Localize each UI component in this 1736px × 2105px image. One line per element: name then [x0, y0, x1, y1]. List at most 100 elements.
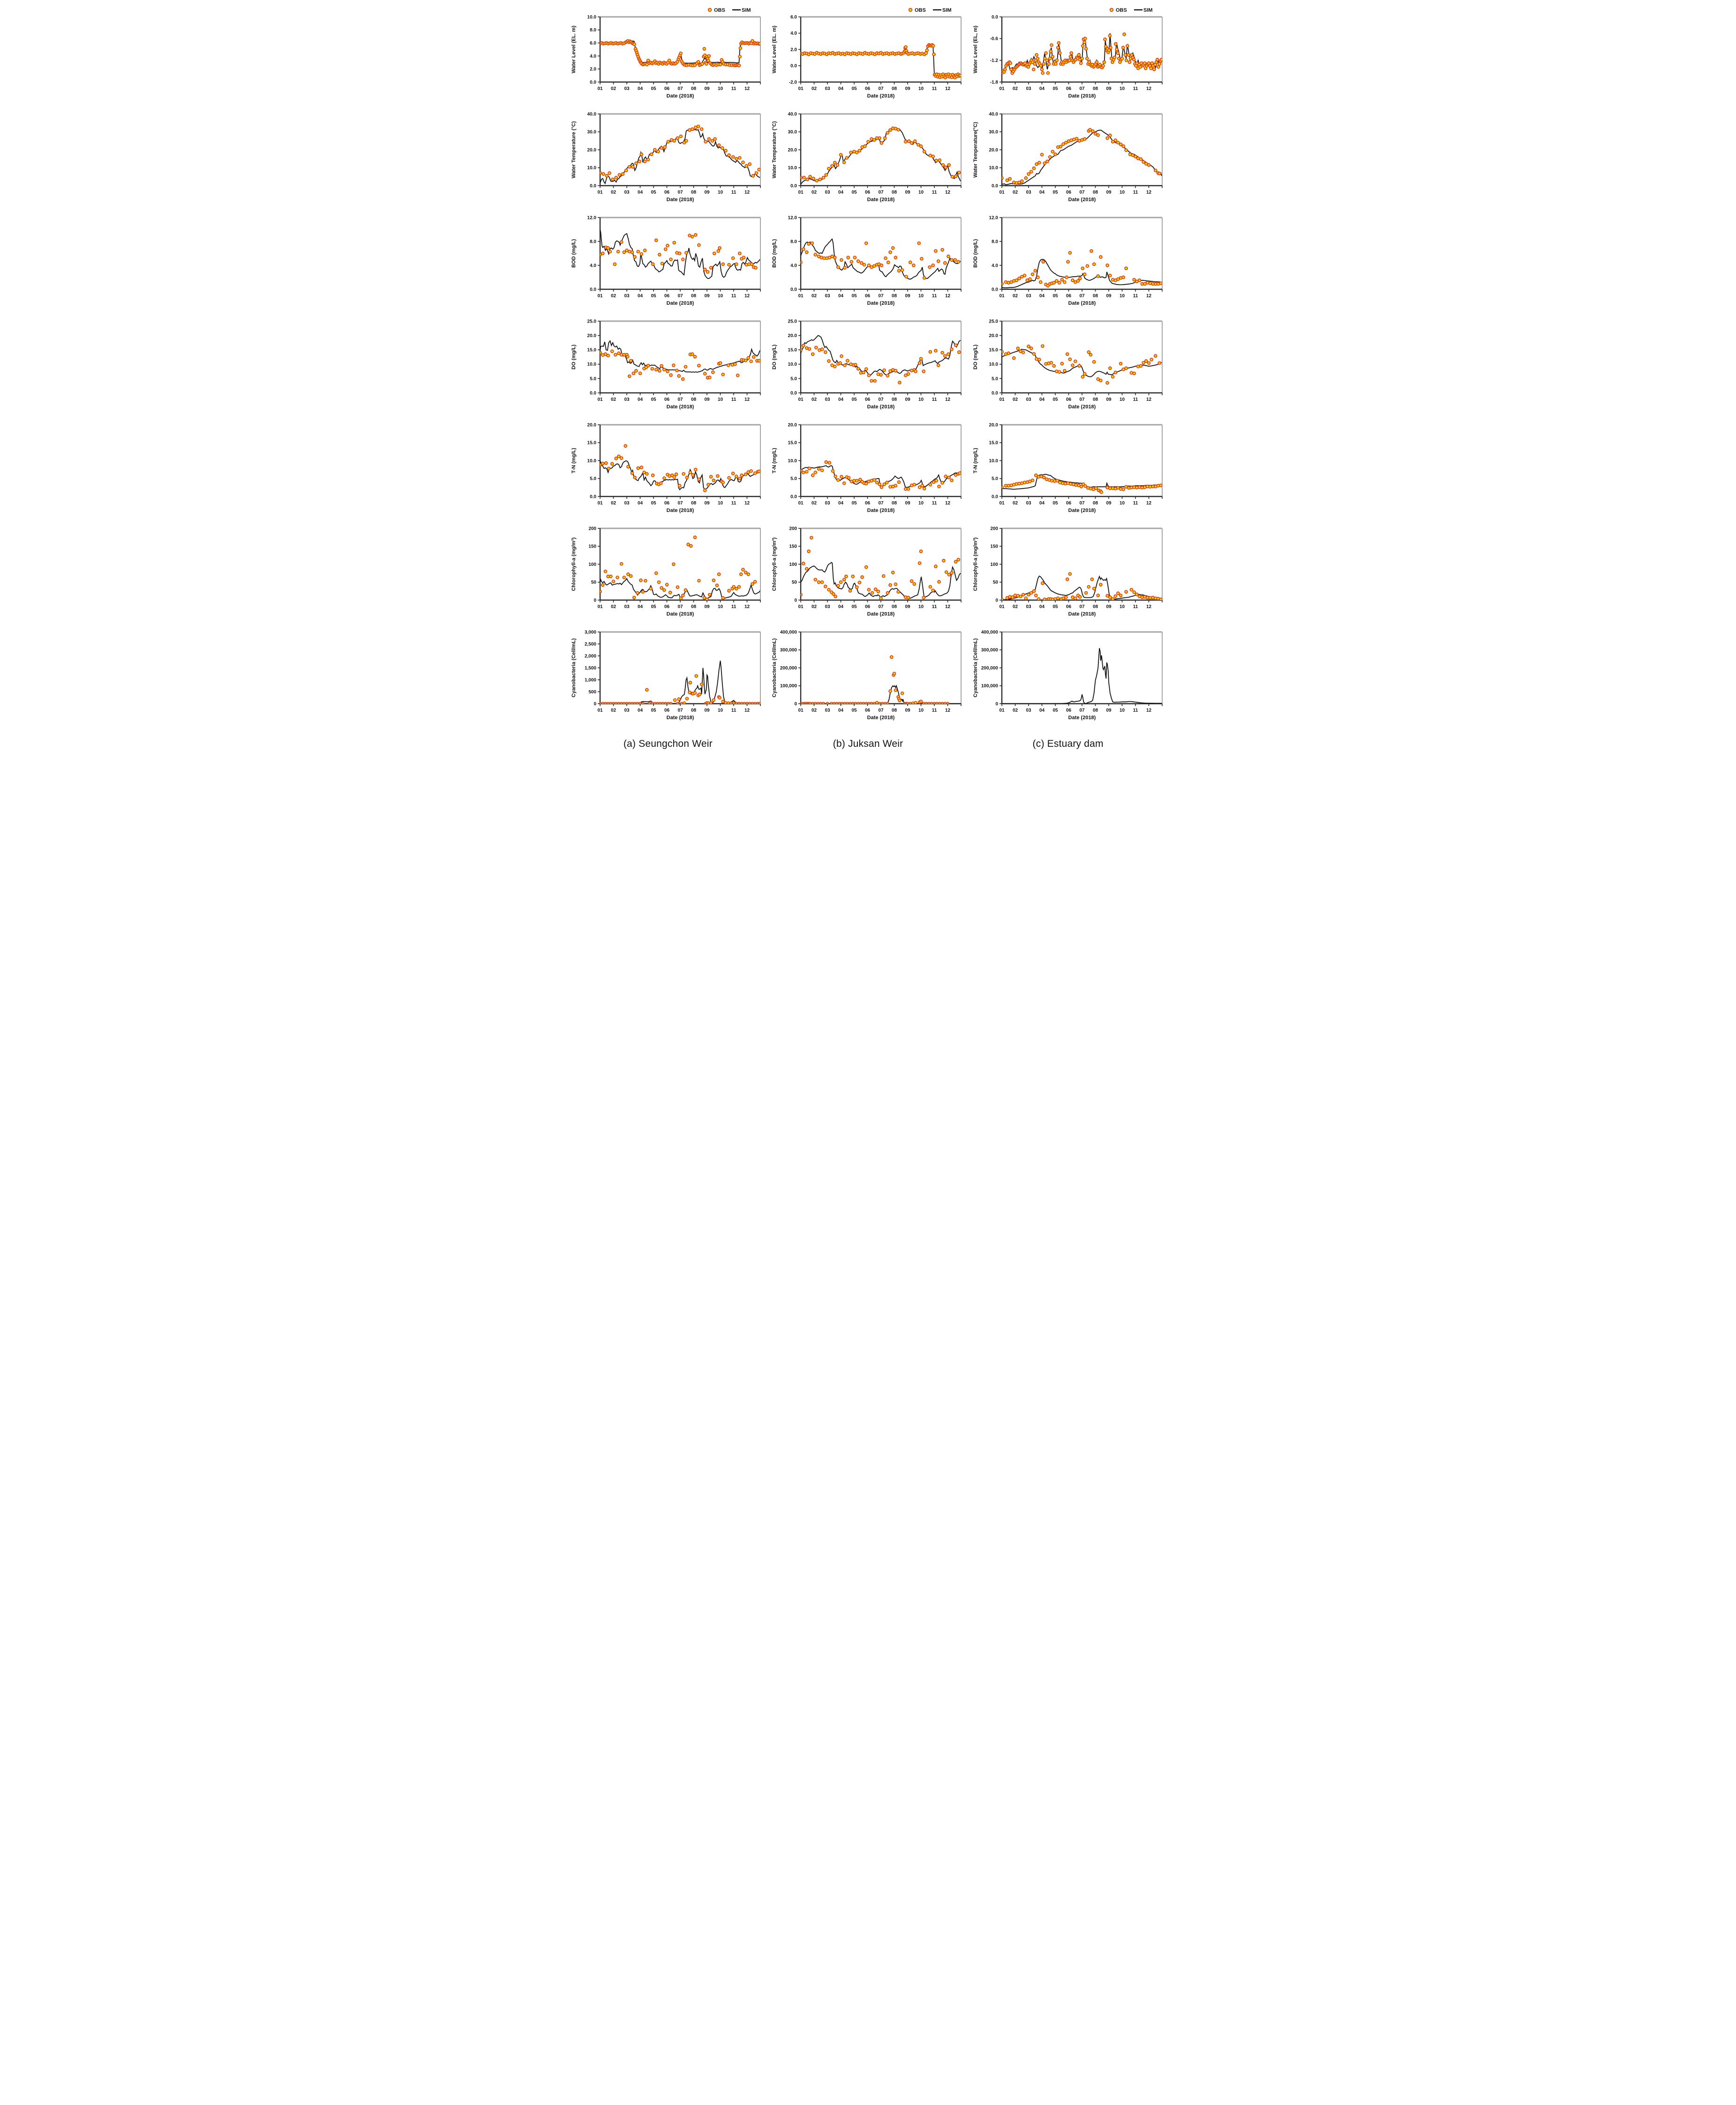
x-axis-label: Date (2018): [666, 93, 694, 99]
y-tick-label: 8.0: [992, 239, 998, 244]
x-axis-label: Date (2018): [666, 508, 694, 513]
x-tick-label: 07: [879, 293, 884, 299]
x-tick-label: 07: [879, 708, 884, 713]
chart-cell-ed-cyano: 0 100,000 200,000 300,000 400,000 01 02 03 04 05 0…: [970, 626, 1168, 722]
x-tick-label: 02: [611, 604, 616, 609]
y-tick-label: 10.0: [989, 362, 999, 367]
chart-cell-ed-chl: 0 50 100 150 200 01 02 03 04 05 06 07 08 09 10 11 12 Chlo…: [970, 523, 1168, 619]
x-tick-label: 07: [1080, 190, 1085, 195]
x-tick-label: 11: [932, 501, 937, 506]
x-tick-label: 06: [865, 397, 871, 402]
x-tick-label: 04: [1039, 397, 1045, 402]
x-tick-label: 02: [1013, 708, 1018, 713]
x-tick-label: 05: [1053, 501, 1059, 506]
x-tick-label: 02: [812, 397, 817, 402]
figure-page: 0.0 2.0 4.0 6.0 8.0 10.0 01 02 03 04 05 06 07 08 09 10 1…: [565, 0, 1171, 764]
y-tick-label: 15.0: [587, 348, 596, 353]
sim-line: [600, 460, 760, 491]
x-tick-label: 10: [718, 190, 723, 195]
x-tick-label: 08: [892, 708, 897, 713]
chart-cell-jw-bod: 0.0 4.0 8.0 12.0 01 02 03 04 05 06 07 08 09 10 11 12 BOD…: [769, 212, 967, 308]
y-tick-label: 0: [594, 701, 596, 707]
sim-line: [801, 335, 961, 376]
x-tick-label: 09: [1106, 397, 1112, 402]
x-tick-label: 03: [1026, 86, 1032, 91]
obs-markers: [1002, 474, 1163, 494]
x-tick-label: 02: [1013, 86, 1018, 91]
x-tick-label: 01: [798, 86, 804, 91]
x-axis-label: Date (2018): [666, 301, 694, 306]
x-axis-label: Date (2018): [1068, 404, 1096, 410]
x-tick-label: 11: [932, 293, 937, 299]
x-tick-label: 04: [638, 501, 643, 506]
x-tick-label: 06: [664, 293, 670, 299]
x-tick-label: 10: [1120, 397, 1125, 402]
x-tick-label: 02: [611, 708, 616, 713]
y-tick-label: 25.0: [989, 319, 999, 324]
x-tick-label: 10: [918, 501, 924, 506]
y-tick-label: 8.0: [590, 239, 596, 244]
x-tick-label: 11: [932, 708, 937, 713]
x-tick-label: 01: [597, 293, 603, 299]
y-tick-label: 30.0: [989, 130, 999, 135]
x-tick-label: 04: [838, 397, 844, 402]
y-tick-label: 40.0: [788, 112, 797, 117]
legend-sim-label: SIM: [1143, 8, 1153, 13]
caption-seungchon-weir: (a) Seungchon Weir: [623, 738, 713, 749]
obs-markers: [801, 343, 962, 384]
x-tick-label: 02: [611, 86, 616, 91]
x-tick-label: 06: [865, 293, 871, 299]
x-axis-label: Date (2018): [1068, 197, 1096, 203]
y-tick-label: 50: [792, 580, 797, 585]
x-tick-label: 12: [744, 190, 750, 195]
y-tick-label: 100,000: [981, 684, 999, 689]
y-tick-label: 10.0: [788, 165, 797, 171]
x-tick-label: 06: [865, 604, 871, 609]
y-tick-label: 20.0: [788, 333, 797, 338]
x-tick-label: 12: [744, 86, 750, 91]
y-tick-label: 10.0: [587, 362, 596, 367]
x-tick-label: 01: [597, 708, 603, 713]
x-tick-label: 04: [838, 293, 844, 299]
chart-cell-sw-wl: 0.0 2.0 4.0 6.0 8.0 10.0 01 02 03 04 05 06 07 08 09 10 1…: [568, 5, 767, 101]
x-tick-label: 11: [1133, 708, 1138, 713]
x-tick-label: 11: [731, 397, 736, 402]
chart-cell-sw-wt: 0.0 10.0 20.0 30.0 40.0 01 02 03 04 05 06 07 08 09 10 1…: [568, 108, 767, 204]
x-tick-label: 09: [1106, 604, 1112, 609]
x-axis-label: Date (2018): [867, 404, 895, 410]
y-axis-label: Water Temperature (°C): [772, 121, 777, 178]
chart-cell-jw-wt: 0.0 10.0 20.0 30.0 40.0 01 02 03 04 05 06 07 08 09 10 1…: [769, 108, 967, 204]
y-tick-label: 0.0: [992, 15, 998, 20]
x-tick-label: 10: [918, 604, 924, 609]
y-tick-label: 150: [990, 544, 998, 549]
chart-jw-cyano: 0 100,000 200,000 300,000 400,000 01 02 03 04 05 0…: [772, 630, 962, 721]
chart-cell-ed-bod: 0.0 4.0 8.0 12.0 01 02 03 04 05 06 07 08 09 10 11 12 BOD…: [970, 212, 1168, 308]
x-tick-label: 12: [1146, 293, 1152, 299]
x-tick-label: 08: [1093, 708, 1098, 713]
x-tick-label: 09: [905, 397, 911, 402]
obs-markers: [1002, 344, 1162, 385]
x-tick-label: 08: [1093, 190, 1098, 195]
x-tick-label: 09: [905, 190, 911, 195]
x-axis-label: Date (2018): [867, 301, 895, 306]
y-tick-label: 3,000: [585, 630, 596, 635]
x-tick-label: 06: [865, 501, 871, 506]
x-tick-label: 07: [1080, 293, 1085, 299]
x-tick-label: 03: [825, 86, 831, 91]
sim-line: [801, 684, 961, 704]
obs-markers: [1002, 128, 1162, 185]
y-tick-label: 300,000: [981, 648, 999, 653]
x-tick-label: 09: [704, 501, 710, 506]
x-tick-label: 06: [1066, 397, 1072, 402]
x-tick-label: 06: [1066, 293, 1072, 299]
chart-ed-tn: 0.0 5.0 10.0 15.0 20.0 01 02 03 04 05 06 07 08 09 10 11…: [973, 422, 1163, 513]
y-tick-label: 2,500: [585, 642, 596, 647]
x-tick-label: 09: [704, 190, 710, 195]
y-axis-label: DO (mg/L): [772, 345, 777, 369]
y-tick-label: 10.0: [587, 165, 596, 171]
x-tick-label: 12: [1146, 86, 1152, 91]
x-tick-label: 01: [798, 397, 804, 402]
y-tick-label: 2.0: [791, 47, 797, 53]
y-tick-label: 100,000: [780, 684, 797, 689]
x-tick-label: 08: [691, 397, 697, 402]
